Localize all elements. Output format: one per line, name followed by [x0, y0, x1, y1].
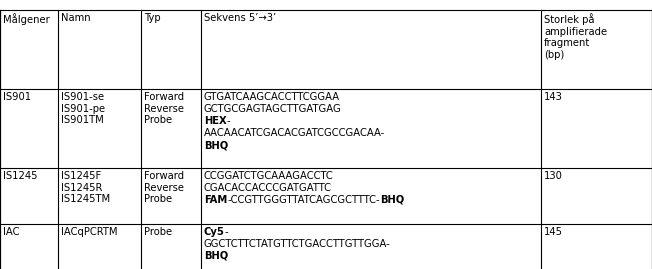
Text: GTGATCAAGCACCTTCGGAA: GTGATCAAGCACCTTCGGAA — [204, 92, 340, 102]
Text: HEX: HEX — [204, 116, 227, 126]
Text: BHQ: BHQ — [380, 195, 404, 205]
Text: Målgener: Målgener — [3, 13, 50, 25]
Text: IACqPCRTM: IACqPCRTM — [61, 227, 117, 237]
Text: -CCGTTGGGTTATCAGCGCTTTC-: -CCGTTGGGTTATCAGCGCTTTC- — [228, 195, 380, 205]
Text: 130: 130 — [544, 171, 563, 181]
Text: IS1245: IS1245 — [3, 171, 38, 181]
Text: 143: 143 — [544, 92, 563, 102]
Text: -: - — [225, 227, 228, 237]
Text: IAC: IAC — [3, 227, 20, 237]
Text: Namn: Namn — [61, 13, 91, 23]
Text: Typ: Typ — [144, 13, 160, 23]
Text: Sekvens 5’→3’: Sekvens 5’→3’ — [204, 13, 276, 23]
Text: Probe: Probe — [144, 227, 172, 237]
Text: Storlek på
amplifierade
fragment
(bp): Storlek på amplifierade fragment (bp) — [544, 13, 607, 60]
Text: Forward
Reverse
Probe: Forward Reverse Probe — [144, 92, 184, 125]
Text: Cy5: Cy5 — [204, 227, 225, 237]
Text: IS901-se
IS901-pe
IS901TM: IS901-se IS901-pe IS901TM — [61, 92, 105, 125]
Text: BHQ: BHQ — [204, 140, 228, 150]
Text: 145: 145 — [544, 227, 563, 237]
Text: AACAACATCGACACGATCGCCGACAA-: AACAACATCGACACGATCGCCGACAA- — [204, 128, 385, 138]
Text: -: - — [227, 116, 230, 126]
Text: IS1245F
IS1245R
IS1245TM: IS1245F IS1245R IS1245TM — [61, 171, 110, 204]
Text: GGCTCTTCTATGTTCTGACCTTGTTGGA-: GGCTCTTCTATGTTCTGACCTTGTTGGA- — [204, 239, 391, 249]
Text: CCGGATCTGCAAAGACCTC: CCGGATCTGCAAAGACCTC — [204, 171, 334, 181]
Text: Forward
Reverse
Probe: Forward Reverse Probe — [144, 171, 184, 204]
Text: IS901: IS901 — [3, 92, 31, 102]
Text: GCTGCGAGTAGCTTGATGAG: GCTGCGAGTAGCTTGATGAG — [204, 104, 342, 114]
Text: FAM: FAM — [204, 195, 228, 205]
Text: BHQ: BHQ — [204, 251, 228, 261]
Text: CGACACCACCCGATGATTC: CGACACCACCCGATGATTC — [204, 183, 332, 193]
